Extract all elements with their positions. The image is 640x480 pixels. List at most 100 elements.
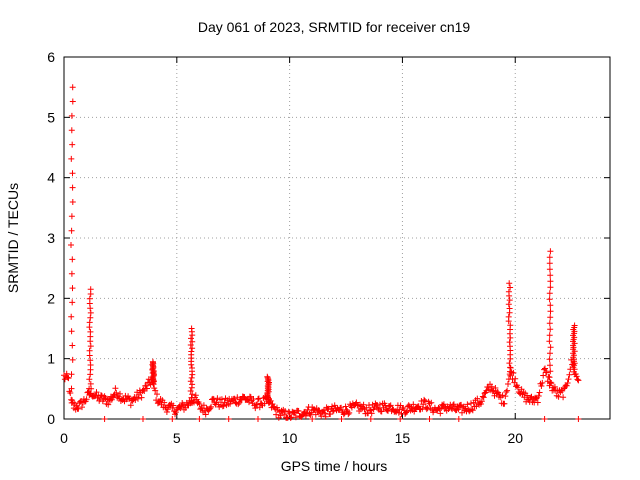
data-point — [501, 400, 508, 407]
data-point — [547, 308, 554, 315]
data-point — [343, 406, 350, 413]
data-point — [547, 344, 554, 351]
data-point — [273, 411, 280, 418]
data-point — [87, 328, 94, 335]
data-point — [533, 395, 539, 402]
data-points — [61, 84, 582, 422]
data-point — [154, 391, 160, 398]
data-point — [507, 364, 514, 371]
data-point — [69, 356, 76, 363]
data-point — [295, 408, 302, 414]
data-point — [208, 403, 215, 410]
data-point — [546, 374, 553, 381]
grid — [64, 57, 610, 419]
data-point — [86, 385, 93, 392]
data-point — [474, 395, 481, 402]
data-point — [563, 382, 570, 389]
data-point — [188, 348, 195, 355]
data-point — [69, 141, 76, 148]
data-point — [367, 416, 374, 422]
data-point — [192, 392, 199, 399]
y-tick-labels: 0 1 2 3 4 5 6 — [47, 49, 55, 427]
data-point — [101, 416, 108, 422]
data-point — [68, 127, 75, 134]
data-point — [169, 416, 176, 422]
data-point — [202, 411, 209, 418]
y-tick-label: 6 — [47, 49, 55, 65]
data-point — [363, 404, 370, 411]
data-point — [311, 406, 317, 413]
y-tick-label: 0 — [47, 411, 55, 427]
data-point — [541, 416, 548, 422]
data-point — [69, 184, 76, 191]
data-point — [505, 301, 512, 308]
data-point — [83, 396, 90, 403]
data-point — [375, 405, 382, 412]
data-point — [367, 406, 374, 413]
data-point — [143, 382, 150, 389]
data-point — [455, 416, 462, 422]
data-point — [68, 213, 75, 220]
data-point — [309, 416, 316, 422]
data-point — [225, 416, 232, 422]
data-point — [65, 375, 72, 382]
data-point — [264, 373, 271, 380]
data-point — [512, 375, 519, 382]
x-tick-label: 20 — [507, 430, 523, 446]
data-point — [546, 338, 553, 345]
data-point — [189, 345, 196, 352]
data-point — [547, 248, 554, 255]
data-point — [547, 380, 554, 387]
data-point — [575, 377, 582, 384]
data-point — [469, 407, 476, 414]
data-point — [575, 416, 582, 422]
data-point — [68, 242, 74, 248]
data-point — [235, 401, 242, 408]
data-point — [376, 401, 383, 408]
data-point — [506, 305, 513, 312]
data-point — [132, 397, 139, 403]
data-point — [98, 392, 104, 399]
data-point — [542, 365, 548, 372]
data-point — [68, 155, 75, 162]
data-point — [547, 302, 554, 309]
data-point — [546, 296, 553, 303]
data-point — [507, 322, 514, 329]
data-point — [450, 401, 457, 408]
data-point — [87, 390, 94, 397]
data-point — [415, 403, 422, 410]
data-point — [395, 409, 402, 416]
data-point — [67, 390, 74, 396]
data-point — [331, 402, 338, 409]
data-point — [69, 170, 76, 177]
data-point — [403, 408, 410, 415]
data-point — [68, 270, 75, 277]
data-point — [129, 397, 136, 404]
data-point — [480, 394, 487, 401]
data-point — [410, 401, 417, 408]
data-point — [68, 112, 75, 119]
data-point — [68, 328, 75, 335]
data-point — [200, 402, 207, 409]
data-point — [468, 406, 475, 413]
data-point — [547, 362, 553, 369]
data-point — [86, 319, 93, 326]
data-point — [547, 314, 554, 321]
data-point — [188, 394, 195, 401]
data-point — [188, 325, 195, 332]
data-point — [505, 381, 511, 387]
chart-title: Day 061 of 2023, SRMTID for receiver cn1… — [198, 19, 471, 35]
data-point — [346, 409, 353, 416]
data-point — [536, 389, 543, 396]
data-point — [269, 401, 276, 407]
data-point — [135, 395, 141, 402]
data-point — [68, 385, 75, 392]
data-point — [87, 343, 94, 350]
data-point — [321, 410, 328, 417]
data-point — [564, 380, 571, 386]
data-point — [322, 413, 329, 420]
data-point — [338, 404, 345, 411]
data-point — [368, 410, 375, 417]
data-point — [140, 386, 147, 393]
data-point — [546, 266, 553, 273]
